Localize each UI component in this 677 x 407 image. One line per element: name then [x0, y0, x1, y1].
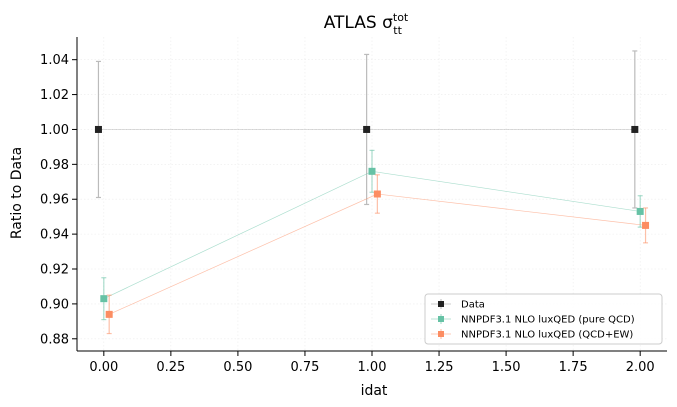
y-tick-label: 0.88 — [40, 332, 69, 347]
y-tick-label: 0.92 — [40, 263, 69, 278]
legend-marker — [438, 331, 444, 337]
y-tick-label: 0.98 — [40, 158, 69, 173]
series-1 — [100, 149, 644, 321]
legend-marker — [438, 301, 444, 307]
x-tick-label: 1.50 — [492, 360, 521, 375]
legend: Data NNPDF3.1 NLO luxQED (pure QCD) NNPDF3… — [424, 293, 663, 345]
legend-label: NNPDF3.1 NLO luxQED (QCD+EW) — [461, 330, 633, 341]
y-tick-label: 0.90 — [40, 297, 69, 312]
x-tick-label: 1.75 — [559, 360, 588, 375]
chart-title-sub: tt — [393, 24, 402, 37]
x-tick-label: 1.00 — [358, 360, 387, 375]
legend-item-0: Data — [431, 299, 485, 311]
legend-label: Data — [461, 300, 485, 311]
data-point — [100, 295, 108, 303]
x-tick-label: 2.00 — [626, 360, 655, 375]
x-tick-label: 0.50 — [223, 360, 252, 375]
series-0 — [94, 50, 639, 209]
series-2 — [105, 174, 650, 335]
data-point — [105, 310, 113, 318]
y-tick-label: 1.04 — [40, 53, 69, 68]
series-layer — [94, 50, 650, 335]
legend-item-1: NNPDF3.1 NLO luxQED (pure QCD) — [431, 314, 635, 326]
data-point — [363, 125, 371, 133]
data-point — [368, 167, 376, 175]
data-point — [373, 190, 381, 198]
chart-title-main: ATLAS σ — [324, 13, 393, 33]
y-axis-label: Ratio to Data — [9, 147, 25, 239]
data-point — [636, 207, 644, 215]
legend-marker — [438, 316, 444, 322]
chart-title-sup: tot — [393, 11, 409, 24]
y-tick-label: 0.96 — [40, 193, 69, 208]
y-tick-label: 0.94 — [40, 228, 69, 243]
x-tick-label: 1.25 — [425, 360, 454, 375]
legend-label: NNPDF3.1 NLO luxQED (pure QCD) — [461, 315, 635, 326]
data-point — [631, 125, 639, 133]
x-tick-label: 0.75 — [290, 360, 319, 375]
data-point — [642, 221, 650, 229]
data-point — [94, 125, 102, 133]
y-tick-label: 1.02 — [40, 88, 69, 103]
legend-box — [424, 293, 663, 345]
x-axis-ticks: 0.00 0.25 0.50 0.75 1.00 1.25 1.50 1.75 2.00 — [89, 351, 655, 375]
x-tick-label: 0.00 — [89, 360, 118, 375]
chart-title: ATLAS σtot tt — [324, 11, 409, 37]
y-tick-label: 1.00 — [40, 123, 69, 138]
legend-item-2: NNPDF3.1 NLO luxQED (QCD+EW) — [431, 329, 633, 341]
x-tick-label: 0.25 — [156, 360, 185, 375]
y-axis-ticks: 0.88 0.90 0.92 0.94 0.96 0.98 1.00 1.02 1.04 — [40, 53, 77, 347]
x-axis-label: idat — [361, 383, 388, 399]
